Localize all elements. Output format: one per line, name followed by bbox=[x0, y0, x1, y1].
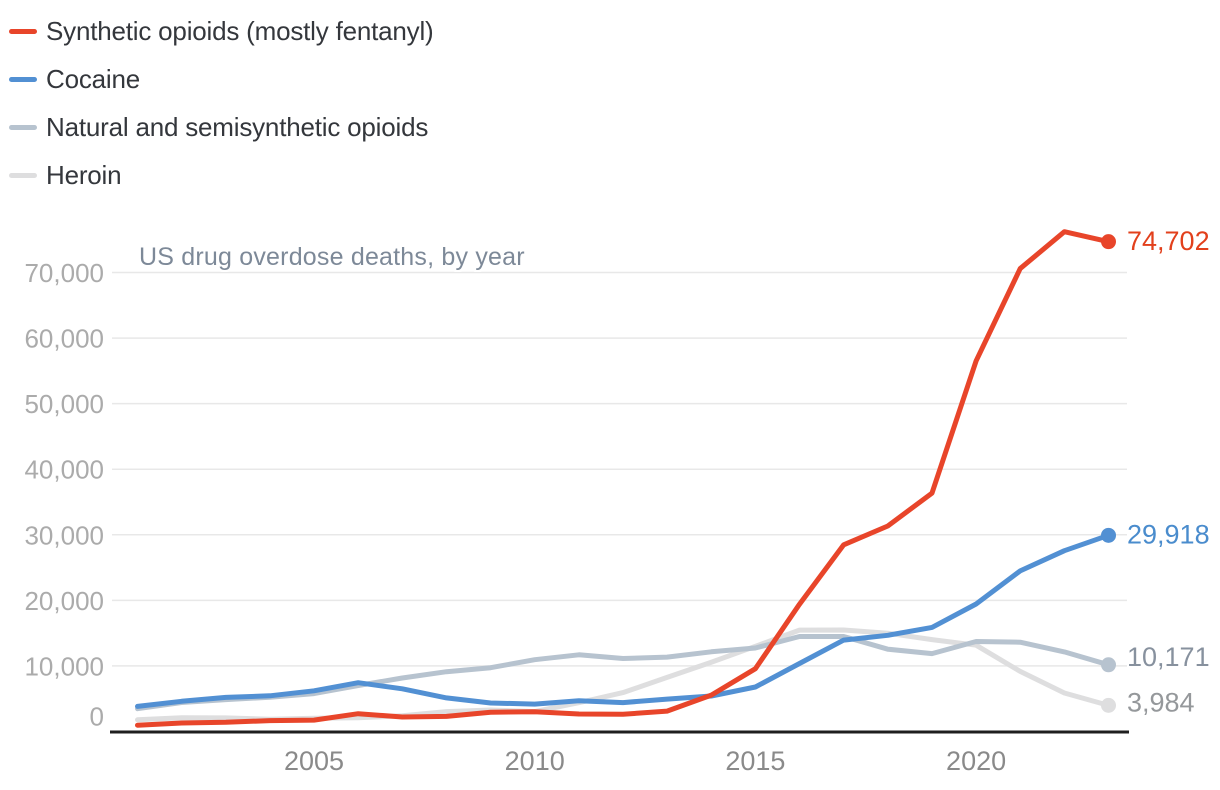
legend-item-synthetic-opioids: Synthetic opioids (mostly fentanyl) bbox=[9, 7, 434, 55]
legend-label: Natural and semisynthetic opioids bbox=[46, 111, 429, 142]
legend-label: Cocaine bbox=[46, 63, 140, 94]
legend-swatch-natural-semisynthetic-opioids bbox=[9, 124, 37, 130]
y-tick-label: 10,000 bbox=[24, 651, 104, 681]
legend-item-cocaine: Cocaine bbox=[9, 55, 434, 103]
legend-item-heroin: Heroin bbox=[9, 151, 434, 199]
x-tick-label: 2005 bbox=[284, 746, 344, 776]
endpoint-label-cocaine: 29,918 bbox=[1127, 519, 1210, 549]
endpoint-label-synthetic-opioids: 74,702 bbox=[1127, 226, 1210, 256]
legend-label: Synthetic opioids (mostly fentanyl) bbox=[46, 15, 434, 46]
legend-swatch-heroin bbox=[9, 172, 37, 178]
series-line-synthetic-opioids bbox=[135, 229, 1111, 728]
y-tick-label: 0 bbox=[90, 702, 104, 732]
x-tick-label: 2020 bbox=[946, 746, 1006, 776]
legend-item-natural-semisynthetic-opioids: Natural and semisynthetic opioids bbox=[9, 103, 434, 151]
y-tick-label: 20,000 bbox=[24, 586, 104, 616]
endpoint-label-natural-semisynthetic-opioids: 10,171 bbox=[1127, 642, 1210, 672]
legend: Synthetic opioids (mostly fentanyl) Cocai… bbox=[9, 7, 434, 199]
y-tick-label: 40,000 bbox=[24, 455, 104, 485]
y-tick-label: 50,000 bbox=[24, 389, 104, 419]
series-line-cocaine bbox=[135, 532, 1111, 709]
legend-swatch-synthetic-opioids bbox=[9, 28, 37, 34]
y-tick-label: 70,000 bbox=[24, 258, 104, 288]
endpoint-dot-heroin bbox=[1101, 697, 1116, 713]
y-tick-label: 60,000 bbox=[24, 324, 104, 354]
chart-title: US drug overdose deaths, by year bbox=[139, 243, 525, 271]
endpoint-label-heroin: 3,984 bbox=[1127, 687, 1195, 717]
endpoint-dot-cocaine bbox=[1101, 527, 1116, 543]
x-tick-label: 2010 bbox=[505, 746, 565, 776]
legend-swatch-cocaine bbox=[9, 76, 37, 82]
endpoint-dot-natural-semisynthetic-opioids bbox=[1101, 657, 1116, 673]
y-tick-label: 30,000 bbox=[24, 520, 104, 550]
x-tick-label: 2015 bbox=[725, 746, 785, 776]
endpoint-dot-synthetic-opioids bbox=[1101, 234, 1116, 250]
legend-label: Heroin bbox=[46, 159, 122, 190]
series-line-natural-semisynthetic-opioids bbox=[135, 634, 1111, 712]
